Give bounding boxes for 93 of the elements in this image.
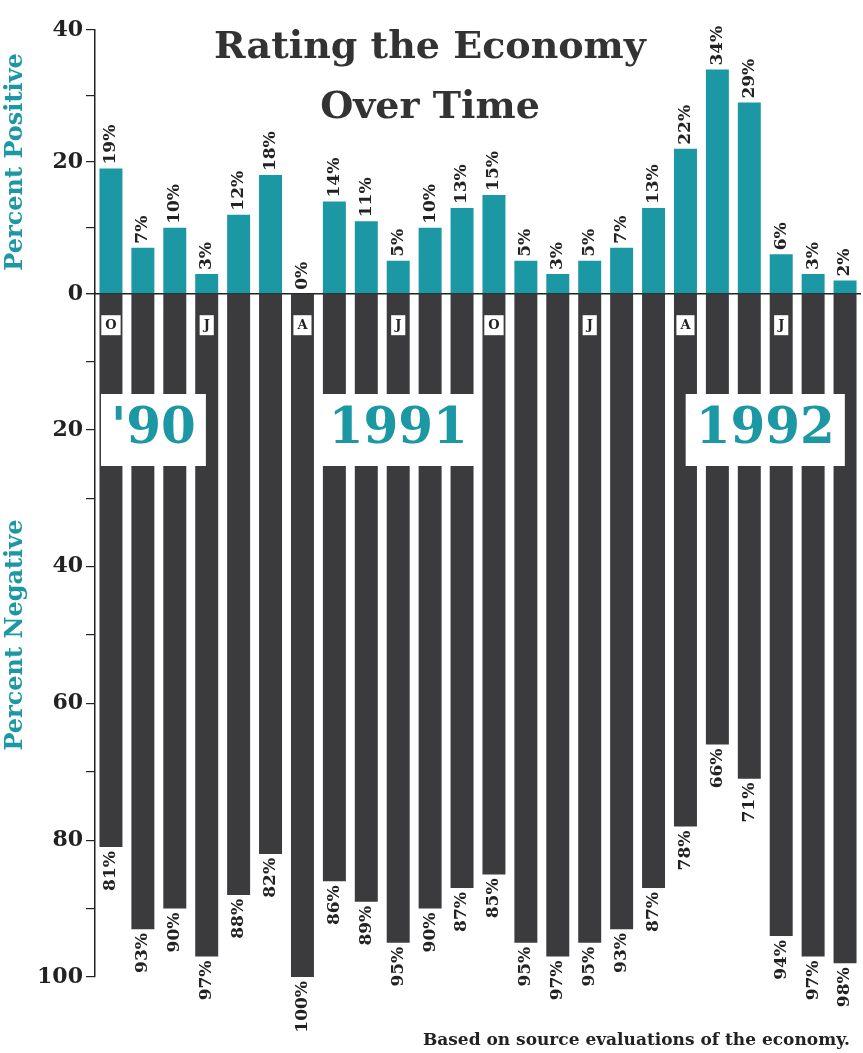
- bar: [673, 148, 697, 294]
- data-label: 88%: [227, 898, 248, 939]
- bar: [99, 168, 123, 294]
- bar: [546, 274, 570, 294]
- y-tick-label: 20: [52, 146, 83, 173]
- data-label: 18%: [258, 131, 279, 172]
- data-label: 19%: [99, 124, 120, 165]
- annotation: 1991: [328, 395, 468, 455]
- data-label: 7%: [131, 215, 152, 244]
- data-label: 86%: [322, 885, 343, 926]
- data-label: 10%: [418, 184, 439, 224]
- y-axis-title: Percent Negative: [0, 519, 29, 751]
- data-label: 5%: [386, 228, 407, 257]
- y-tick-label: 0: [67, 278, 83, 305]
- data-label: 90%: [163, 912, 184, 953]
- bar: [610, 247, 634, 294]
- annotation: 1992: [695, 395, 835, 455]
- bar: [322, 201, 346, 294]
- bar: [482, 194, 506, 294]
- x-tick-label: J: [394, 316, 402, 332]
- text: Based on source evaluations of the economy.: [422, 1029, 850, 1049]
- y-tick-label: 40: [52, 551, 83, 578]
- data-label: 98%: [833, 967, 854, 1008]
- data-label: 5%: [514, 228, 535, 257]
- data-label: 29%: [737, 58, 758, 99]
- data-label: 93%: [131, 933, 152, 973]
- data-label: 85%: [482, 878, 503, 919]
- x-tick-label: O: [105, 316, 117, 332]
- bar: [833, 280, 857, 294]
- data-label: 13%: [641, 164, 662, 205]
- bar: [386, 260, 410, 294]
- x-tick-label: A: [296, 316, 309, 332]
- bar: [131, 247, 155, 294]
- bar: [801, 274, 825, 294]
- data-label: 11%: [354, 177, 375, 218]
- data-label: 93%: [610, 933, 631, 973]
- data-label: 95%: [386, 946, 407, 987]
- bar: [195, 274, 219, 294]
- bar: [354, 221, 378, 294]
- data-label: 89%: [354, 905, 375, 946]
- data-label: 95%: [578, 946, 599, 987]
- data-label: 66%: [705, 748, 726, 789]
- y-tick-label: 40: [52, 14, 83, 41]
- annotation: '90: [111, 395, 196, 455]
- data-label: 3%: [801, 242, 822, 271]
- bar: [418, 227, 442, 294]
- y-tick-label: 20: [52, 414, 83, 441]
- data-label: 71%: [737, 782, 758, 823]
- data-label: 13%: [450, 164, 471, 205]
- text: Rating the Economy Over Time: [214, 21, 647, 127]
- data-label: 7%: [610, 215, 631, 244]
- y-tick-label: 60: [52, 688, 83, 715]
- data-label: 81%: [99, 851, 120, 891]
- data-label: 5%: [578, 228, 599, 257]
- bar: [290, 293, 314, 977]
- data-label: 15%: [482, 151, 503, 191]
- data-label: 22%: [673, 104, 694, 145]
- data-label: 87%: [641, 892, 662, 932]
- bar: [227, 214, 251, 294]
- bar: [259, 175, 283, 294]
- data-label: 87%: [450, 892, 471, 932]
- y-tick-label: 100: [37, 961, 83, 988]
- data-label: 95%: [514, 946, 535, 987]
- x-tick-label: J: [202, 316, 210, 332]
- data-label: 100%: [290, 981, 311, 1033]
- data-label: 3%: [546, 242, 567, 271]
- data-label: 97%: [195, 960, 216, 1001]
- bar: [163, 227, 187, 294]
- bar: [578, 260, 602, 294]
- data-label: 3%: [195, 242, 216, 271]
- data-label: 12%: [227, 170, 248, 211]
- data-label: 2%: [833, 248, 854, 277]
- data-label: 6%: [769, 222, 790, 251]
- y-axis-title: Percent Positive: [0, 53, 29, 271]
- data-label: 97%: [546, 960, 567, 1001]
- data-label: 34%: [705, 25, 726, 66]
- data-label: 97%: [801, 960, 822, 1001]
- bar: [514, 260, 538, 294]
- bar: [642, 208, 666, 294]
- data-label: 94%: [769, 939, 790, 980]
- bar: [769, 254, 793, 294]
- data-label: 82%: [258, 857, 279, 898]
- data-label: 0%: [290, 261, 311, 290]
- data-label: 90%: [418, 912, 439, 953]
- x-tick-label: J: [777, 316, 785, 332]
- data-label: 14%: [322, 157, 343, 198]
- x-tick-label: A: [679, 316, 692, 332]
- bar: [450, 208, 474, 294]
- x-tick-label: J: [585, 316, 593, 332]
- y-tick-label: 80: [52, 824, 83, 851]
- data-label: 78%: [673, 830, 694, 871]
- x-tick-label: O: [488, 316, 500, 332]
- data-label: 10%: [163, 184, 184, 224]
